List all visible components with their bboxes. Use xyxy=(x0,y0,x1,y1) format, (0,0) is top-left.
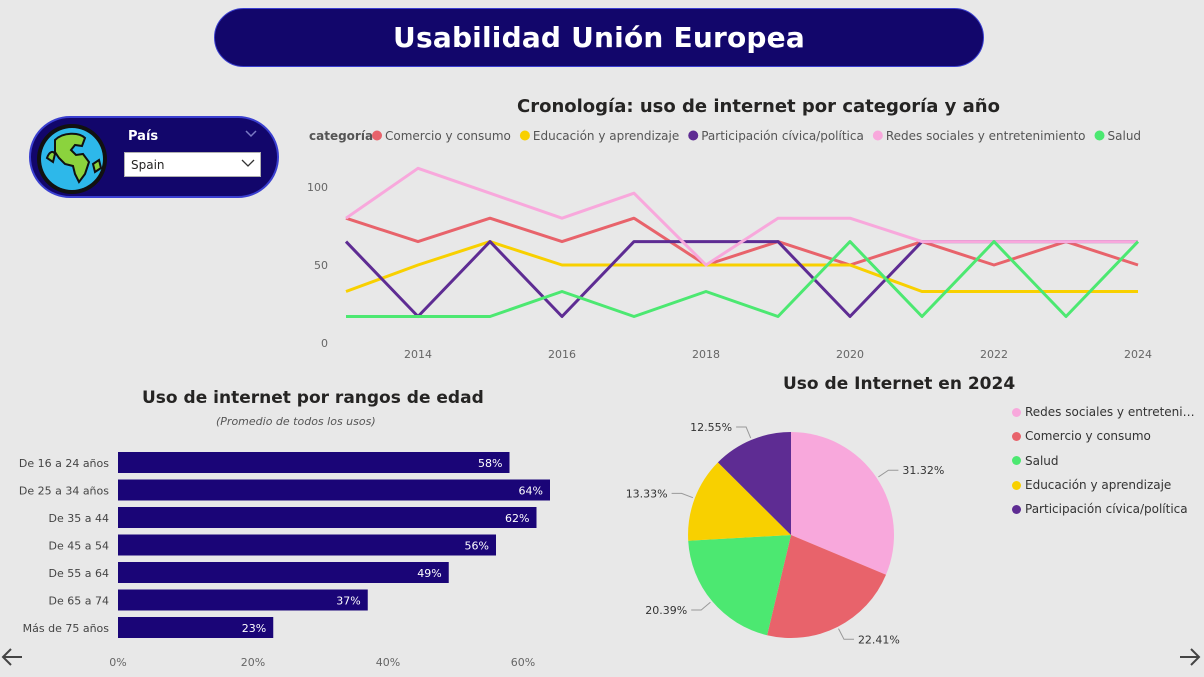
chevron-down-icon xyxy=(240,155,256,174)
bar[interactable] xyxy=(118,534,496,556)
bar-category-label: De 35 a 44 xyxy=(49,512,109,525)
pie-leader-line xyxy=(736,426,752,439)
legend-dot xyxy=(372,130,382,141)
bar-chart-subtitle: (Promedio de todos los usos) xyxy=(216,415,376,428)
line-chart-title: Cronología: uso de internet por categorí… xyxy=(517,96,1000,117)
bar-value-label: 64% xyxy=(519,485,543,498)
x-tick-label: 2024 xyxy=(1124,348,1152,361)
country-dropdown-value: Spain xyxy=(131,158,165,172)
y-tick-label: 100 xyxy=(307,181,328,194)
x-tick-label: 0% xyxy=(109,656,126,669)
legend-label: Redes sociales y entretenimi... xyxy=(1025,405,1200,420)
pie-leader-line xyxy=(671,492,694,499)
x-tick-label: 2016 xyxy=(548,348,576,361)
legend-dot xyxy=(688,130,699,141)
pie-value-label: 12.55% xyxy=(690,421,732,434)
x-tick-label: 60% xyxy=(511,656,535,669)
bar[interactable] xyxy=(118,589,368,611)
bar-value-label: 23% xyxy=(242,622,266,635)
x-tick-label: 20% xyxy=(241,656,265,669)
legend-label: Participación cívica/política xyxy=(1025,502,1188,517)
bar[interactable] xyxy=(118,507,537,528)
legend-dot xyxy=(1012,431,1021,441)
bar-category-label: De 25 a 34 años xyxy=(19,485,109,498)
bar-category-label: De 55 a 64 xyxy=(49,567,109,580)
header-banner: Usabilidad Unión Europea xyxy=(214,8,984,67)
bar[interactable] xyxy=(118,479,550,501)
legend-title: categoría xyxy=(309,129,373,143)
bar-category-label: De 16 a 24 años xyxy=(19,457,109,470)
arrow-right-icon[interactable] xyxy=(1178,645,1202,674)
bar[interactable] xyxy=(118,562,449,583)
globe-icon xyxy=(35,122,109,200)
pie-slice[interactable] xyxy=(767,535,886,639)
bar-category-label: Más de 75 años xyxy=(23,622,110,635)
pie-slice[interactable] xyxy=(791,432,895,575)
legend-item[interactable]: Redes sociales y entretenimi... xyxy=(1012,400,1200,424)
x-tick-label: 2014 xyxy=(404,348,432,361)
arrow-left-icon[interactable] xyxy=(0,645,24,674)
bar-value-label: 58% xyxy=(478,457,502,470)
legend-dot xyxy=(1012,407,1021,417)
bar-chart-title: Uso de internet por rangos de edad xyxy=(142,388,484,408)
country-dropdown[interactable]: Spain xyxy=(124,152,261,177)
page-title: Usabilidad Unión Europea xyxy=(393,21,805,54)
pie-slice[interactable] xyxy=(717,432,791,535)
pie-value-label: 31.32% xyxy=(902,464,944,477)
line-series-comercio-y-consumo[interactable] xyxy=(345,216,1139,267)
legend-label[interactable]: Educación y aprendizaje xyxy=(533,129,679,143)
legend-dot xyxy=(872,130,883,141)
line-series-redes-sociales-y-entretenimiento[interactable] xyxy=(345,166,1138,267)
chevron-down-icon[interactable] xyxy=(245,127,257,141)
legend-item[interactable]: Salud xyxy=(1012,449,1200,473)
pie-value-label: 13.33% xyxy=(626,487,668,500)
legend-label[interactable]: Participación cívica/política xyxy=(701,129,864,143)
pie-slice[interactable] xyxy=(688,462,791,541)
bar-value-label: 49% xyxy=(417,567,441,580)
legend-label: Salud xyxy=(1025,453,1059,468)
legend-item[interactable]: Educación y aprendizaje xyxy=(1012,473,1200,497)
bar-value-label: 62% xyxy=(505,512,529,525)
pie-leader-line xyxy=(691,601,711,611)
legend-item[interactable]: Participación cívica/política xyxy=(1012,497,1200,521)
y-tick-label: 50 xyxy=(314,259,328,272)
pie-legend: Redes sociales y entretenimi... Comercio … xyxy=(1012,400,1200,521)
pie-chart-title: Uso de Internet en 2024 xyxy=(783,374,1016,394)
slicer-label: País xyxy=(128,129,159,144)
bar[interactable] xyxy=(118,452,510,473)
legend-label: Comercio y consumo xyxy=(1025,429,1151,444)
legend-dot xyxy=(1012,480,1021,490)
pie-value-label: 22.41% xyxy=(858,633,900,646)
legend-dot xyxy=(1094,130,1105,141)
legend-item[interactable]: Comercio y consumo xyxy=(1012,424,1200,448)
country-slicer: País Spain xyxy=(29,116,279,198)
pie-slice[interactable] xyxy=(688,535,791,636)
legend-label[interactable]: Redes sociales y entretenimiento xyxy=(886,129,1086,143)
pie-value-label: 20.39% xyxy=(645,604,687,617)
x-tick-label: 40% xyxy=(376,656,400,669)
x-tick-label: 2018 xyxy=(692,348,720,361)
bar-value-label: 56% xyxy=(465,540,489,553)
x-tick-label: 2020 xyxy=(836,348,864,361)
bar-value-label: 37% xyxy=(336,595,360,608)
pie-leader-line xyxy=(838,628,854,640)
legend-label[interactable]: Comercio y consumo xyxy=(385,129,511,143)
pie-leader-line xyxy=(878,469,899,478)
legend-dot xyxy=(519,130,530,141)
line-series-educaci-n-y-aprendizaje[interactable] xyxy=(345,240,1138,293)
bar-category-label: De 45 a 54 xyxy=(49,540,109,553)
legend-dot xyxy=(1012,504,1021,514)
line-series-salud[interactable] xyxy=(346,240,1140,318)
bar-category-label: De 65 a 74 xyxy=(49,595,109,608)
legend-label[interactable]: Salud xyxy=(1108,129,1142,143)
legend-dot xyxy=(1012,456,1021,466)
x-tick-label: 2022 xyxy=(980,348,1008,361)
legend-label: Educación y aprendizaje xyxy=(1025,478,1172,493)
bar[interactable] xyxy=(118,617,274,638)
y-tick-label: 0 xyxy=(321,337,328,350)
